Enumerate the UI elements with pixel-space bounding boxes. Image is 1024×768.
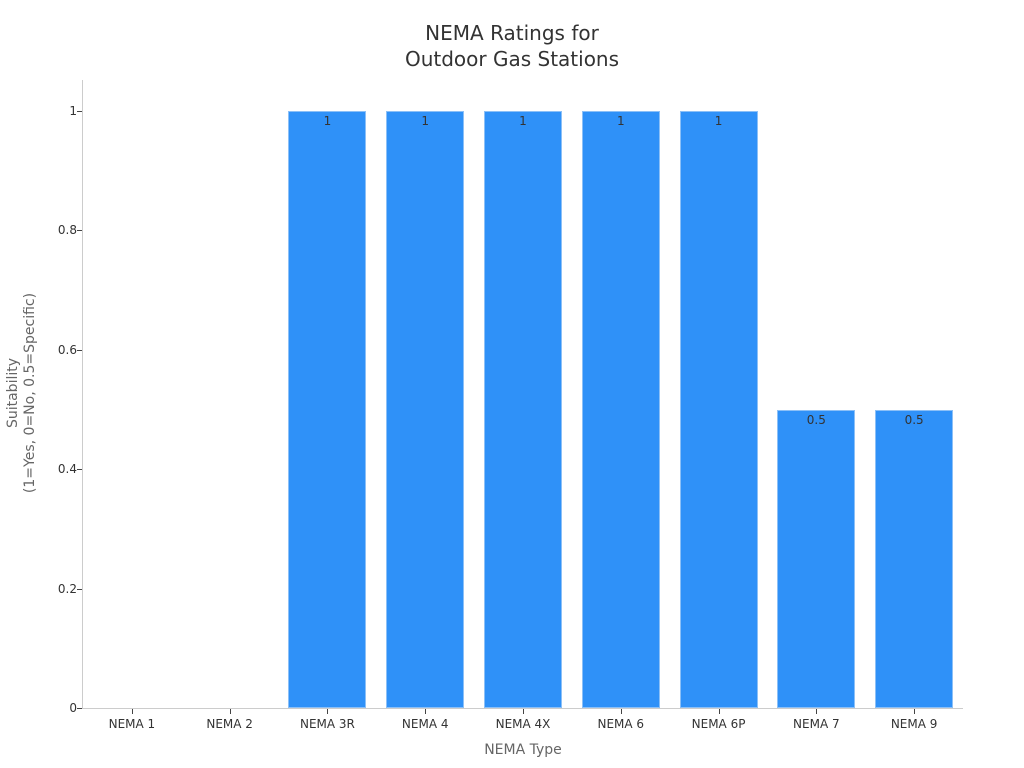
x-tick	[230, 709, 231, 714]
x-tick-label: NEMA 3R	[299, 717, 355, 731]
y-tick-label: 0.6	[57, 342, 77, 357]
chart-title-line-2: Outdoor Gas Stations	[404, 47, 620, 71]
bar-value-label: 0.5	[904, 412, 924, 427]
y-tick-label: 0.8	[57, 223, 77, 238]
y-tick-label: 1	[69, 104, 77, 118]
x-axis-line	[82, 708, 963, 709]
bar	[484, 111, 562, 708]
x-tick-label: NEMA 2	[206, 717, 253, 731]
x-tick	[816, 709, 817, 714]
y-tick-label: 0.4	[57, 462, 77, 477]
y-axis-line	[82, 80, 83, 709]
bar	[386, 111, 465, 708]
bar	[581, 111, 660, 708]
x-tick	[914, 709, 915, 714]
x-tick	[523, 709, 524, 714]
y-tick	[77, 708, 82, 709]
bar	[679, 111, 758, 708]
x-tick	[621, 709, 622, 714]
chart-title-line-1: NEMA Ratings for	[425, 21, 599, 45]
y-axis-label-line-2: (1=Yes, 0=No, 0.5=Specific)	[22, 292, 38, 494]
x-tick	[719, 709, 720, 714]
x-tick	[425, 709, 426, 714]
y-axis-label-line-1: Suitability	[5, 357, 21, 429]
bar	[288, 111, 367, 708]
y-tick	[77, 349, 82, 351]
y-tick	[77, 111, 82, 112]
x-tick-label: NEMA 6	[597, 717, 645, 731]
bar-value-label: 1	[714, 114, 723, 128]
y-axis-label: Suitability (1=Yes, 0=No, 0.5=Specific)	[5, 293, 39, 493]
bar-value-label: 1	[616, 114, 625, 128]
x-axis-label: NEMA Type	[484, 742, 562, 758]
x-tick-label: NEMA 1	[108, 717, 156, 731]
bar-value-label: 1	[519, 114, 527, 128]
y-tick	[77, 469, 82, 471]
y-tick	[77, 230, 82, 232]
x-tick	[327, 709, 328, 714]
y-tick-label: 0	[69, 701, 77, 715]
bar-value-label: 0.5	[806, 412, 826, 427]
x-tick-label: NEMA 4X	[495, 717, 551, 731]
y-tick-label: 0.2	[57, 581, 77, 596]
bar-value-label: 1	[323, 114, 332, 128]
x-tick-label: NEMA 4	[401, 717, 449, 731]
chart-title: NEMA Ratings for Outdoor Gas Stations	[0, 20, 1024, 72]
bar-value-label: 1	[421, 114, 430, 128]
bar	[777, 409, 856, 708]
x-tick	[132, 709, 133, 714]
y-tick	[77, 588, 82, 590]
x-tick-label: NEMA 6P	[691, 717, 746, 731]
bar	[875, 409, 954, 708]
x-tick-label: NEMA 9	[890, 717, 938, 731]
x-tick-label: NEMA 7	[793, 717, 840, 731]
